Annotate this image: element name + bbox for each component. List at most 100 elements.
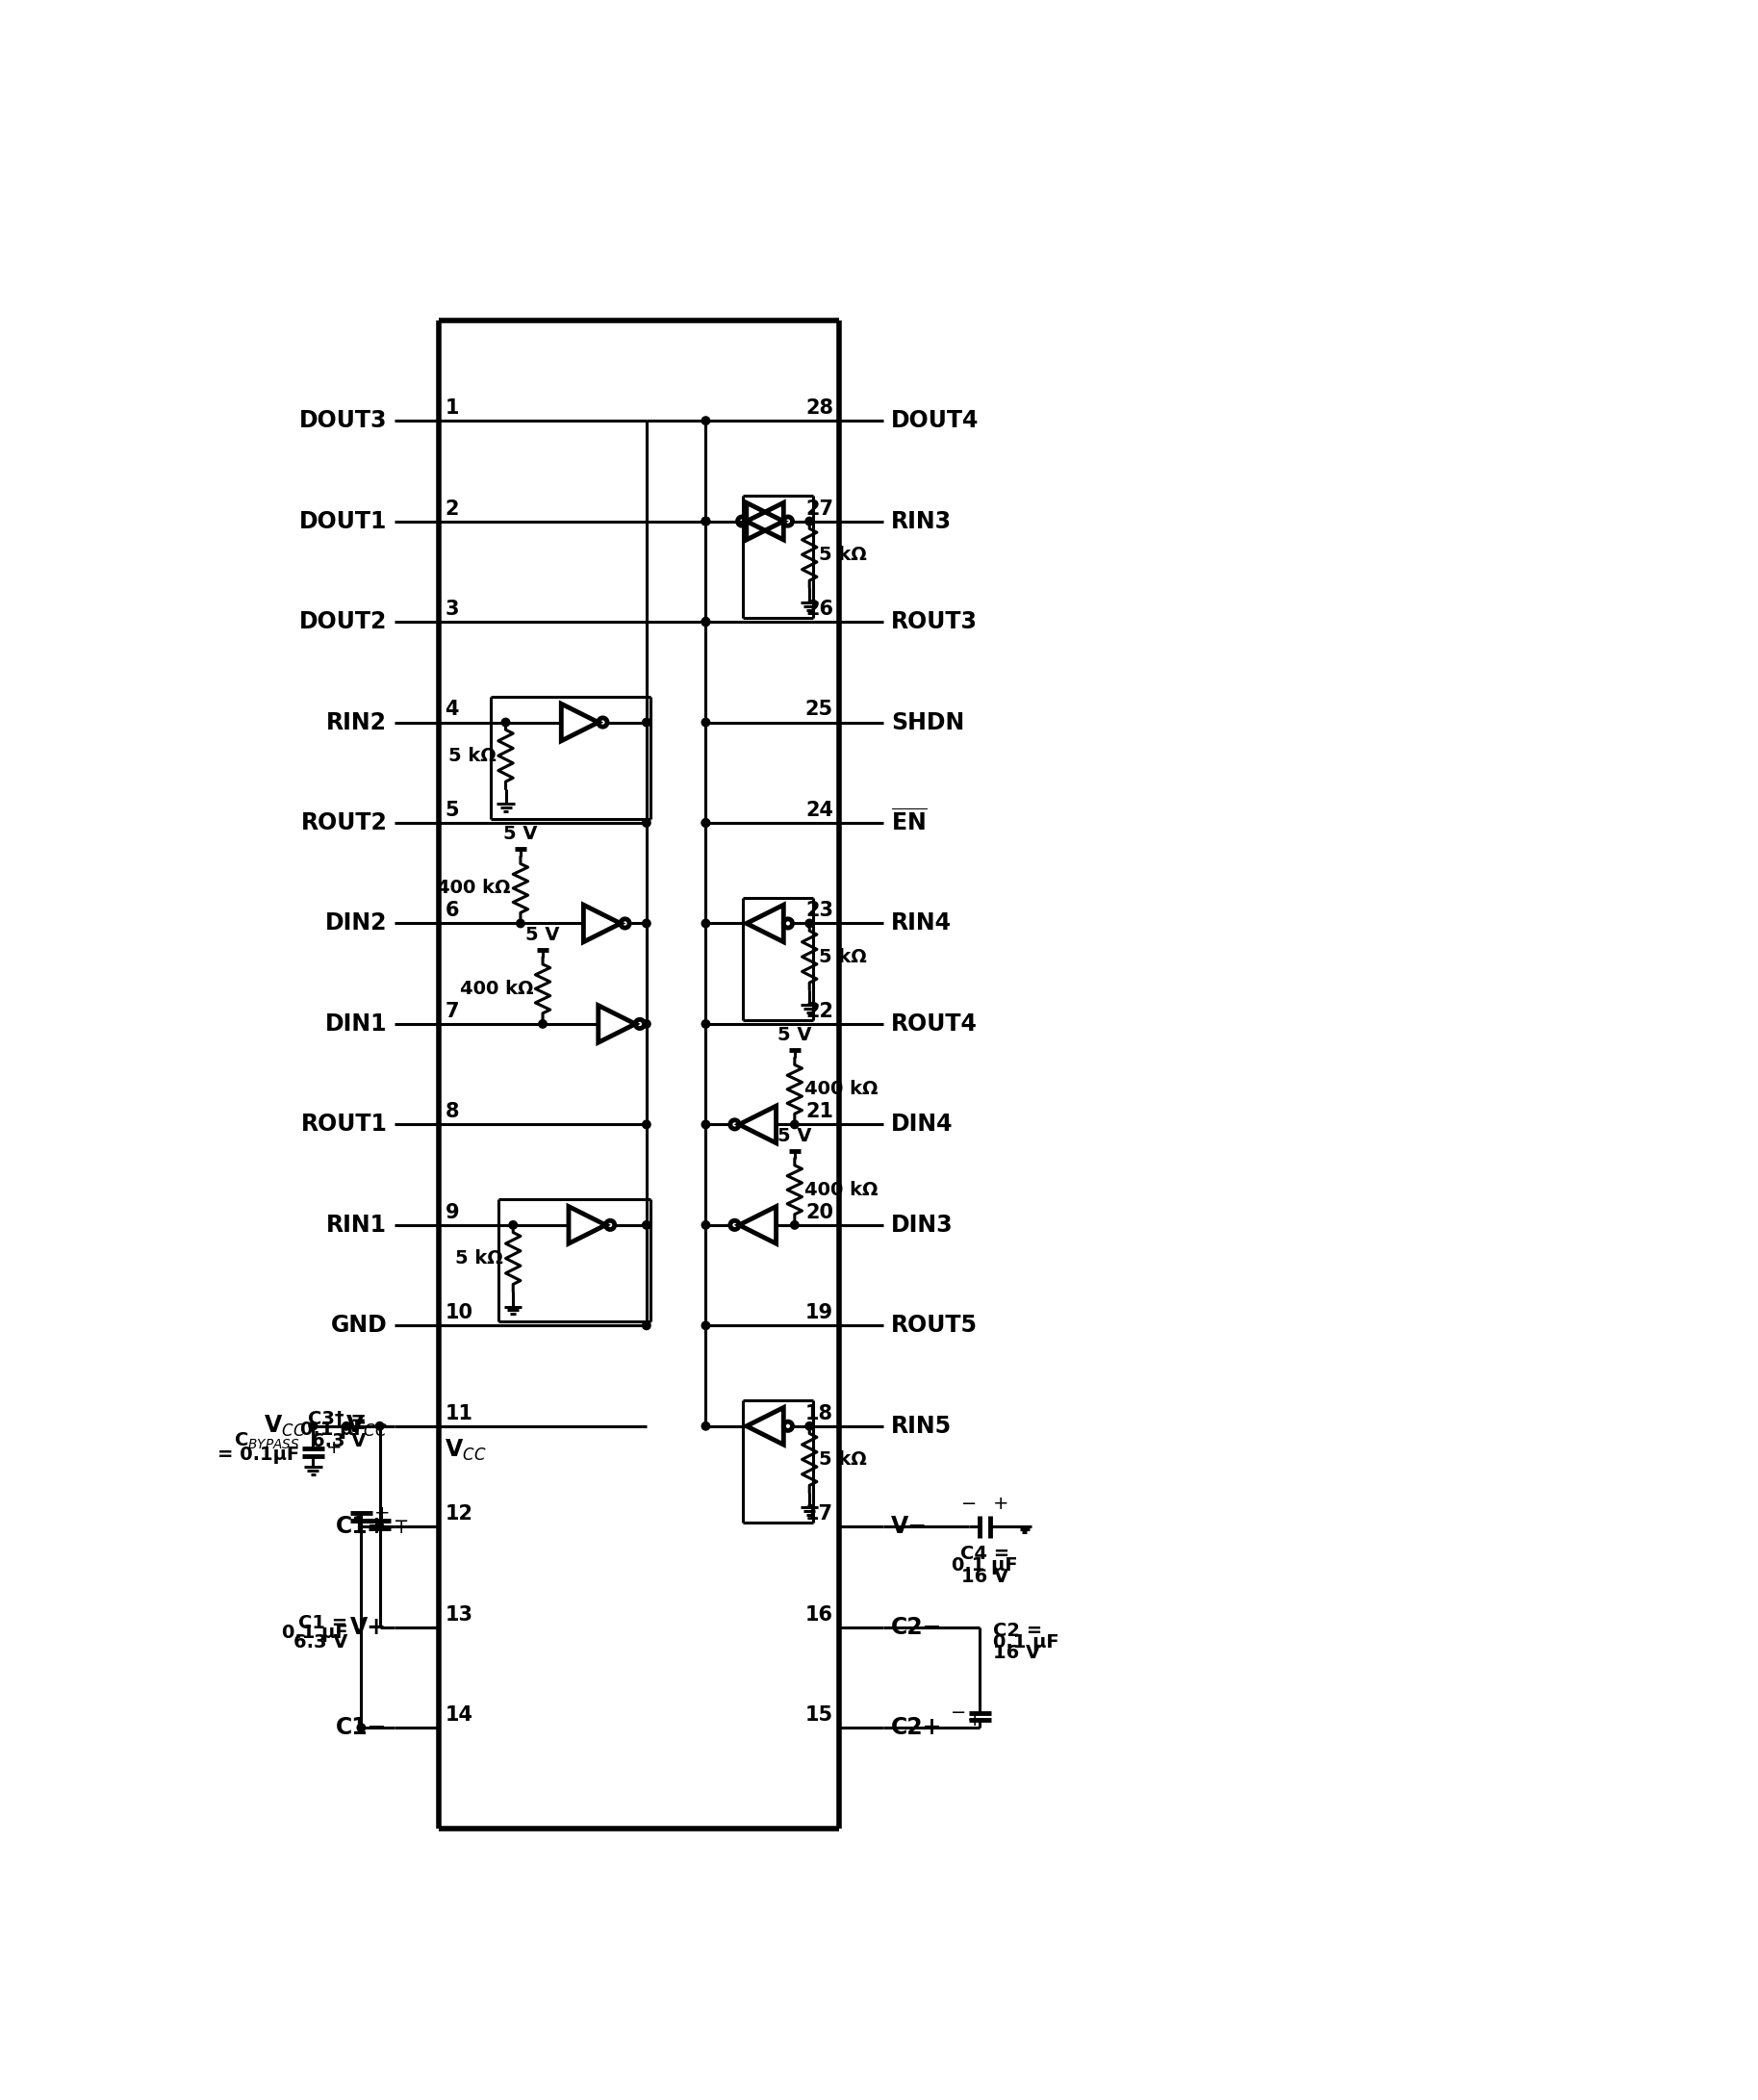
Text: 6.3 V: 6.3 V — [294, 1634, 348, 1653]
Circle shape — [701, 1422, 710, 1430]
Text: 5 kΩ: 5 kΩ — [819, 947, 867, 966]
Text: ROUT3: ROUT3 — [891, 611, 977, 634]
Circle shape — [701, 819, 710, 827]
Text: −: − — [951, 1703, 967, 1722]
Text: DIN3: DIN3 — [891, 1214, 953, 1237]
Circle shape — [357, 1724, 366, 1732]
Text: 3: 3 — [445, 601, 459, 619]
Text: 6: 6 — [445, 901, 459, 920]
Text: V+: V+ — [350, 1615, 387, 1638]
Text: 6.3 V: 6.3 V — [313, 1432, 366, 1451]
Text: RIN3: RIN3 — [891, 510, 951, 533]
Text: C3† =: C3† = — [308, 1409, 366, 1428]
Text: RIN4: RIN4 — [891, 911, 951, 934]
Text: 0.1 μF: 0.1 μF — [953, 1556, 1018, 1575]
Text: 400 kΩ: 400 kΩ — [459, 979, 533, 997]
Text: 16: 16 — [805, 1604, 833, 1623]
Text: 27: 27 — [805, 500, 833, 519]
Text: 400 kΩ: 400 kΩ — [805, 1180, 877, 1199]
Text: ROUT4: ROUT4 — [891, 1012, 977, 1035]
Text: C$_{BYPASS}$: C$_{BYPASS}$ — [234, 1430, 299, 1451]
Circle shape — [791, 1121, 798, 1128]
Text: 13: 13 — [445, 1604, 473, 1623]
Text: V−: V− — [891, 1514, 928, 1537]
Circle shape — [701, 617, 710, 626]
Text: +: + — [374, 1504, 390, 1522]
Text: 0.1 μF: 0.1 μF — [281, 1623, 348, 1642]
Text: ROUT5: ROUT5 — [891, 1315, 977, 1338]
Circle shape — [701, 920, 710, 928]
Circle shape — [501, 718, 510, 727]
Text: 8: 8 — [445, 1102, 459, 1121]
Text: 10: 10 — [445, 1304, 473, 1323]
Text: 24: 24 — [805, 800, 833, 819]
Circle shape — [701, 617, 710, 626]
Text: C2+: C2+ — [891, 1716, 942, 1739]
Text: 14: 14 — [445, 1705, 473, 1724]
Text: 5 kΩ: 5 kΩ — [455, 1250, 503, 1268]
Text: V$_{CC}$: V$_{CC}$ — [264, 1413, 306, 1438]
Text: ROUT1: ROUT1 — [301, 1113, 387, 1136]
Text: 17: 17 — [805, 1504, 833, 1525]
Text: +: + — [394, 1518, 410, 1537]
Text: 5: 5 — [445, 800, 459, 819]
Text: 21: 21 — [805, 1102, 833, 1121]
Text: +: + — [967, 1712, 983, 1730]
Circle shape — [309, 1422, 316, 1430]
Circle shape — [701, 1121, 710, 1128]
Circle shape — [376, 1422, 383, 1430]
Text: 18: 18 — [805, 1405, 833, 1424]
Text: C1−: C1− — [336, 1716, 387, 1739]
Text: 0.1 μF: 0.1 μF — [301, 1422, 366, 1438]
Text: DOUT2: DOUT2 — [299, 611, 387, 634]
Text: −: − — [374, 1512, 390, 1529]
Text: 15: 15 — [805, 1705, 833, 1724]
Circle shape — [805, 517, 814, 525]
Text: RIN1: RIN1 — [327, 1214, 387, 1237]
Circle shape — [701, 416, 710, 424]
Text: DIN4: DIN4 — [891, 1113, 953, 1136]
Text: DIN2: DIN2 — [325, 911, 387, 934]
Circle shape — [642, 1220, 650, 1228]
Text: 5 kΩ: 5 kΩ — [819, 1451, 867, 1468]
Text: C2 =: C2 = — [993, 1621, 1042, 1640]
Text: C4 =: C4 = — [960, 1546, 1009, 1562]
Text: 20: 20 — [805, 1203, 833, 1222]
Circle shape — [805, 920, 814, 928]
Text: 400 kΩ: 400 kΩ — [805, 1079, 877, 1098]
Text: C1 =: C1 = — [299, 1615, 348, 1632]
Circle shape — [517, 920, 524, 928]
Text: +: + — [993, 1495, 1009, 1514]
Text: 12: 12 — [445, 1504, 473, 1525]
Text: 5 V: 5 V — [503, 825, 538, 844]
Circle shape — [642, 819, 650, 827]
Text: 400 kΩ: 400 kΩ — [438, 880, 512, 897]
Circle shape — [701, 718, 710, 727]
Text: 28: 28 — [805, 399, 833, 418]
Text: 25: 25 — [805, 699, 833, 720]
Text: 9: 9 — [445, 1203, 459, 1222]
Text: V$_{CC}$: V$_{CC}$ — [445, 1436, 487, 1462]
Text: 11: 11 — [445, 1405, 473, 1424]
Circle shape — [701, 1220, 710, 1228]
Circle shape — [791, 1220, 798, 1228]
Circle shape — [642, 920, 650, 928]
Circle shape — [701, 617, 710, 626]
Text: DOUT1: DOUT1 — [299, 510, 387, 533]
Circle shape — [701, 617, 710, 626]
Text: 2: 2 — [445, 500, 459, 519]
Text: C1+: C1+ — [336, 1514, 387, 1537]
Circle shape — [510, 1220, 517, 1228]
Text: 23: 23 — [805, 901, 833, 920]
Circle shape — [343, 1422, 350, 1430]
Circle shape — [701, 819, 710, 827]
Text: DOUT3: DOUT3 — [299, 410, 387, 433]
Circle shape — [701, 1021, 710, 1029]
Text: 0.1 μF: 0.1 μF — [993, 1634, 1060, 1651]
Circle shape — [805, 1422, 814, 1430]
Text: 5 V: 5 V — [777, 1128, 812, 1144]
Text: V$_{CC}$: V$_{CC}$ — [345, 1413, 387, 1438]
Text: DIN1: DIN1 — [325, 1012, 387, 1035]
Text: 1: 1 — [445, 399, 459, 418]
Circle shape — [376, 1522, 383, 1531]
